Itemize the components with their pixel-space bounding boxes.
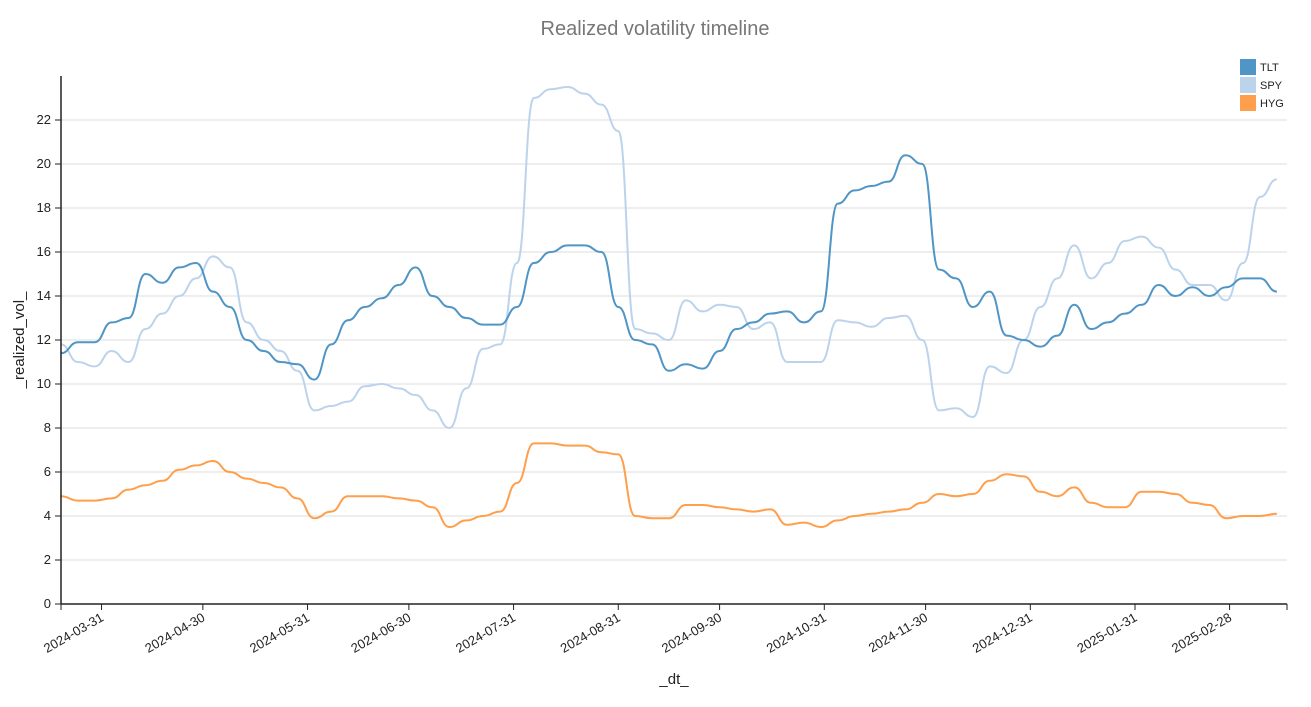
x-tick-label: 2025-02-28 <box>1169 610 1234 656</box>
legend-label-hyg: HYG <box>1260 98 1284 110</box>
legend-label-spy: SPY <box>1260 80 1283 92</box>
y-tick-label: 10 <box>37 376 51 391</box>
x-tick-label: 2024-09-30 <box>659 610 724 656</box>
chart-title: Realized volatility timeline <box>541 18 770 40</box>
x-tick-label: 2024-11-30 <box>866 610 930 656</box>
x-tick-label: 2024-03-31 <box>41 610 106 656</box>
y-tick-label: 6 <box>44 464 51 479</box>
series-lines <box>60 86 1278 528</box>
y-tick-label: 18 <box>37 200 51 215</box>
x-tick-label: 2024-06-30 <box>348 610 413 656</box>
y-tick-label: 12 <box>37 332 51 347</box>
legend-swatch-hyg <box>1240 95 1256 111</box>
x-tick-label: 2024-12-31 <box>970 610 1035 656</box>
x-axis-label: _dt_ <box>658 671 689 688</box>
x-tick-label: 2025-01-31 <box>1074 610 1139 656</box>
y-tick-label: 20 <box>37 156 51 171</box>
series-line-spy <box>60 86 1278 429</box>
x-tick-label: 2024-10-31 <box>764 610 829 656</box>
axes: 0 2 4 6 8 10 12 14 16 18 20 22 2024-03-31 2024-04-30 2… <box>37 76 1288 656</box>
x-tick-label: 2024-04-30 <box>142 610 207 656</box>
x-tick-label: 2024-07-31 <box>453 610 518 656</box>
y-tick-label: 14 <box>37 288 51 303</box>
legend-swatch-spy <box>1240 77 1256 93</box>
y-tick-label: 8 <box>44 420 51 435</box>
y-tick-label: 2 <box>44 552 51 567</box>
legend-label-tlt: TLT <box>1260 62 1279 74</box>
x-tick-label: 2024-08-31 <box>558 610 623 656</box>
legend: TLT SPY HYG <box>1240 59 1284 111</box>
y-tick-label: 4 <box>44 508 51 523</box>
series-line-hyg <box>60 442 1277 528</box>
y-tick-label: 22 <box>37 112 51 127</box>
y-tick-label: 16 <box>37 244 51 259</box>
x-tick-label: 2024-05-31 <box>247 610 312 656</box>
y-axis-label: _realized_vol_ <box>11 291 28 389</box>
series-line-tlt <box>60 154 1278 381</box>
y-tick-label: 0 <box>44 596 51 611</box>
legend-swatch-tlt <box>1240 59 1256 75</box>
